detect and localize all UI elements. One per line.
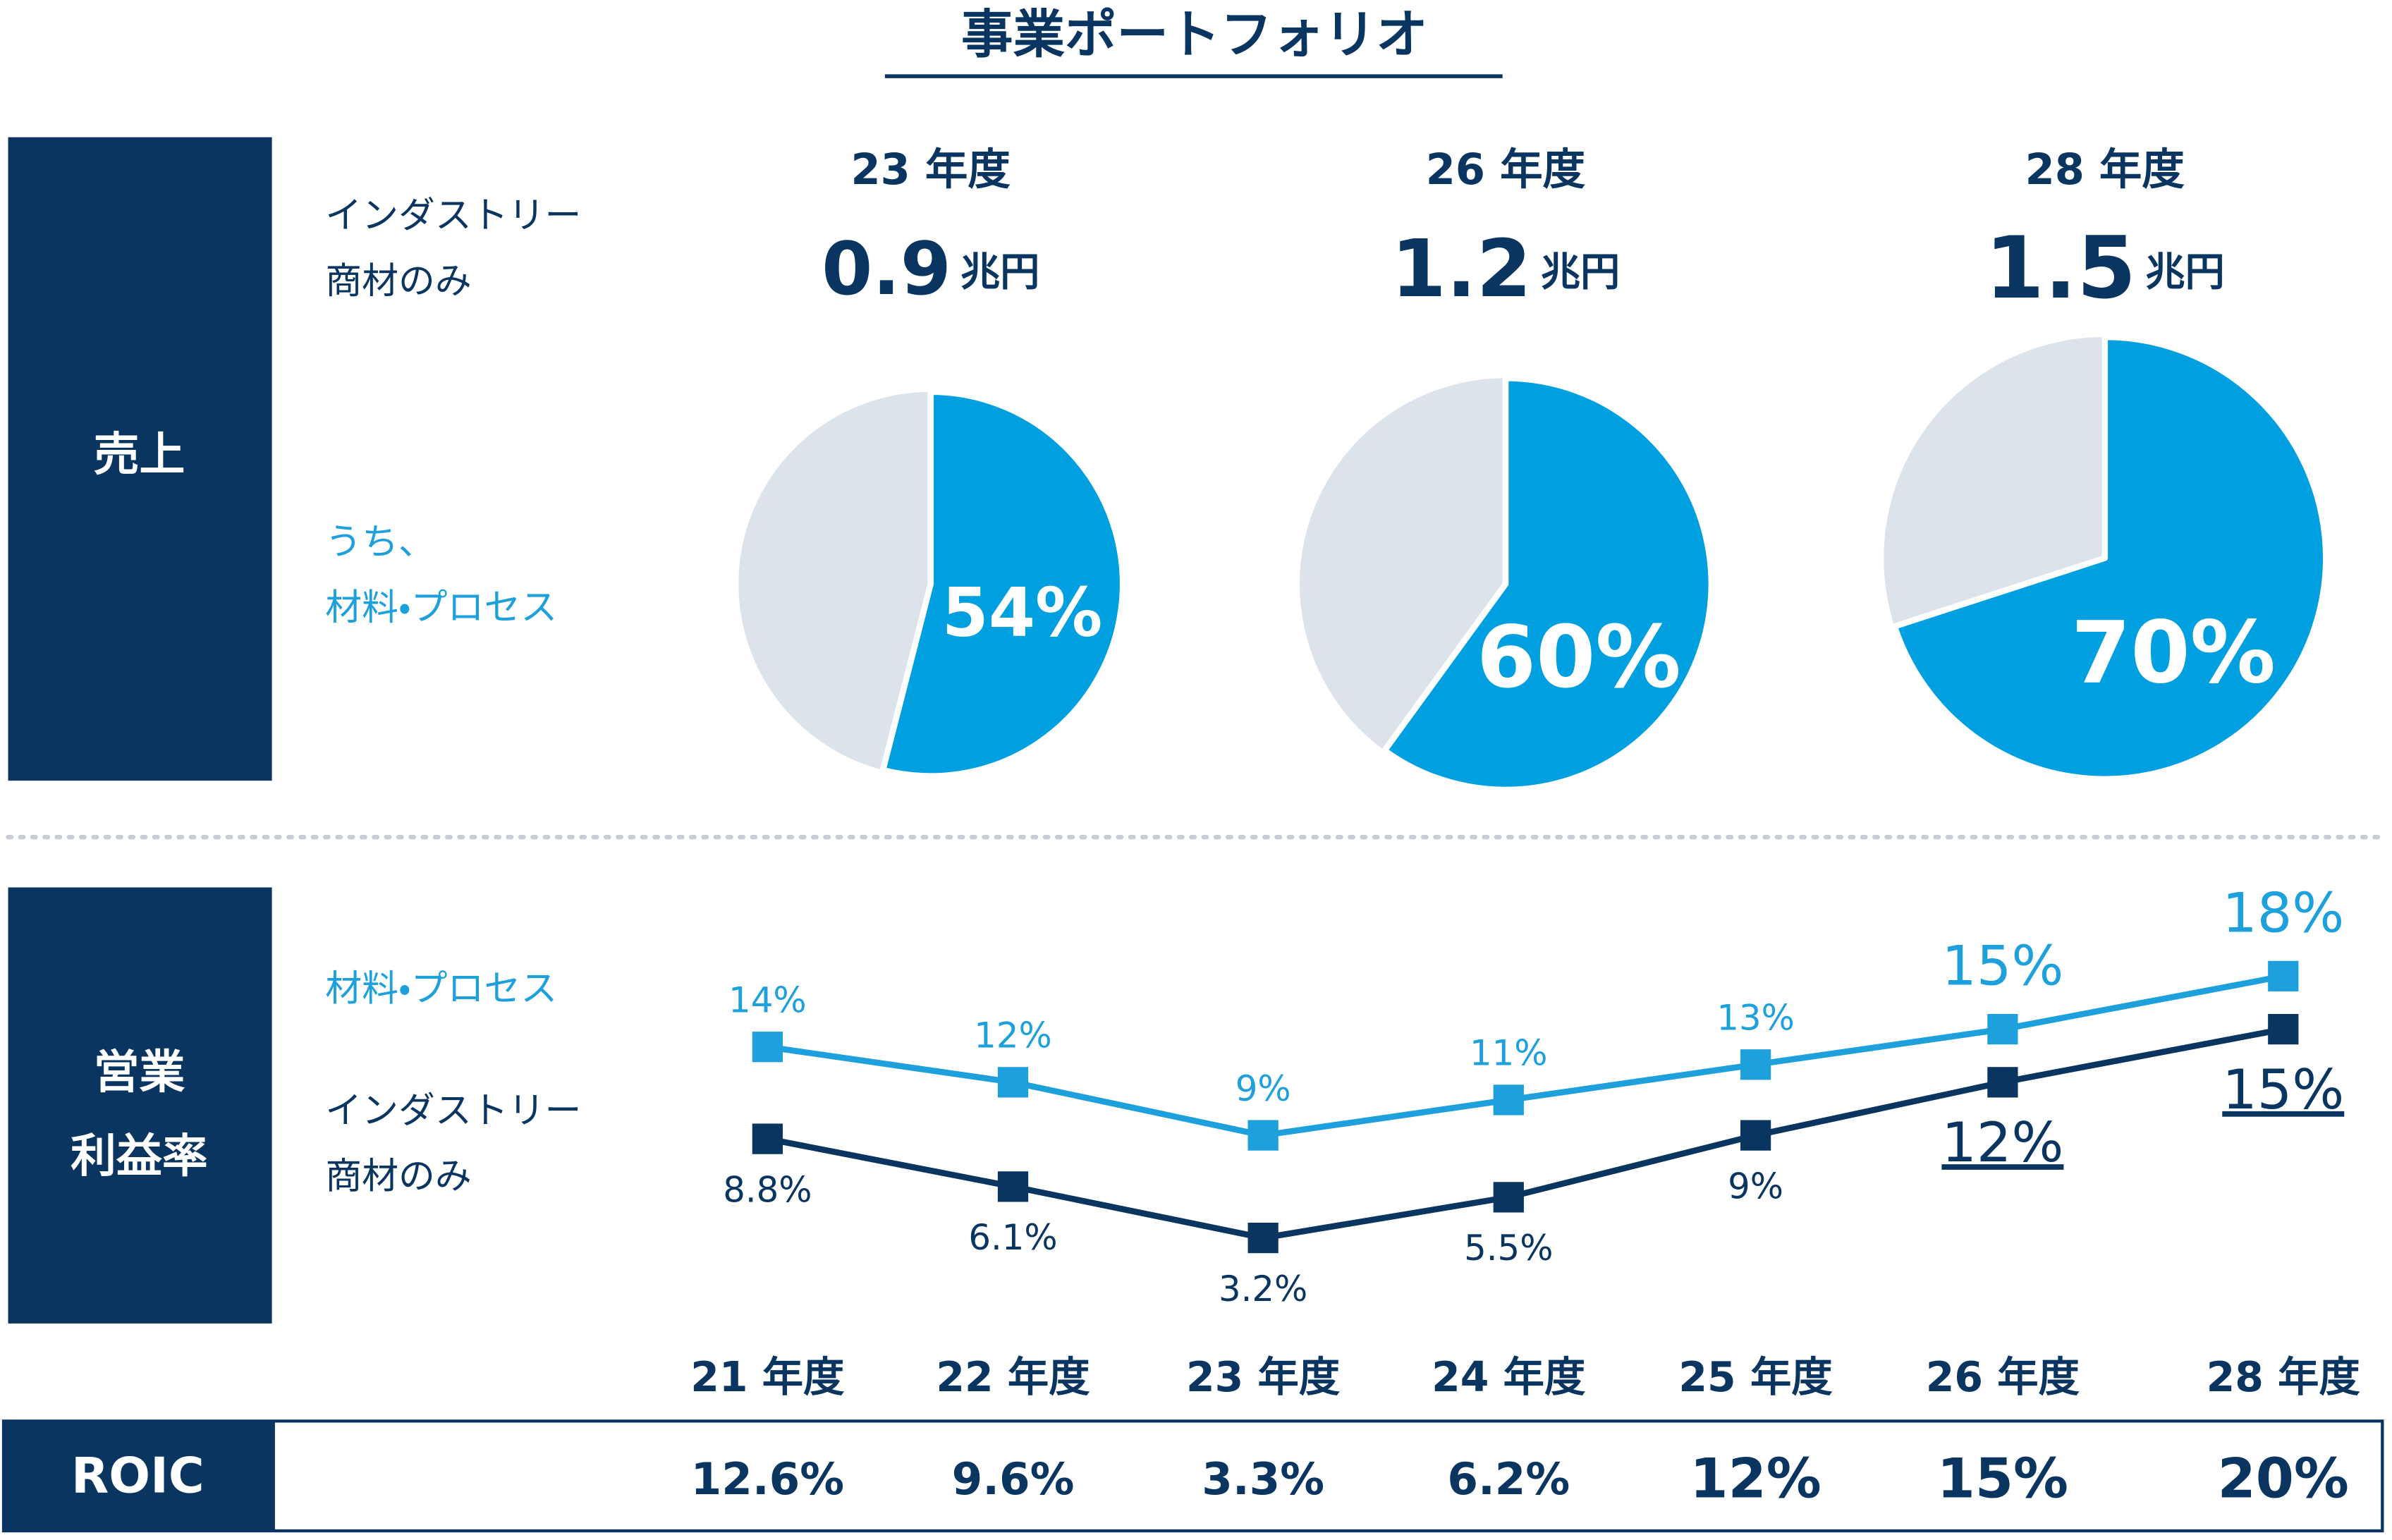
value-label: 8.8% <box>723 1169 812 1210</box>
x-tick-label: 28 年度 <box>2207 1353 2361 1401</box>
roic-cell: 3.3% <box>1202 1453 1324 1505</box>
marker <box>2268 960 2299 991</box>
pie-label: 70% <box>2071 603 2276 702</box>
total-value: 1.5 <box>1985 219 2137 318</box>
value-label: 12% <box>1941 1111 2063 1175</box>
marker <box>1740 1049 1771 1080</box>
pie-total: 1.5 兆円 <box>1985 219 2225 318</box>
total-unit: 兆円 <box>960 250 1039 295</box>
pie-total: 1.2 兆円 <box>1391 223 1621 315</box>
legend-label: インダストリー商材のみ <box>325 1090 581 1198</box>
x-tick-label: 26 年度 <box>1926 1353 2080 1401</box>
pie-slice <box>1891 334 2329 783</box>
marker <box>997 1171 1029 1202</box>
roic-header <box>4 1421 275 1532</box>
value-label: 9% <box>1728 1166 1783 1206</box>
marker <box>1493 1084 1524 1116</box>
roic-cell: 9.6% <box>952 1453 1075 1505</box>
legend-label: 材料・プロセス <box>325 968 557 1010</box>
x-tick-label: 22 年度 <box>936 1353 1090 1401</box>
marker <box>1247 1120 1279 1151</box>
x-tick-label: 21 年度 <box>690 1353 845 1401</box>
total-value: 1.2 <box>1391 223 1532 315</box>
marker <box>997 1067 1029 1098</box>
marker <box>1987 1067 2018 1098</box>
marker <box>1493 1182 1524 1213</box>
marker <box>1987 1013 2018 1045</box>
total-value: 0.9 <box>822 228 951 312</box>
total-unit: 兆円 <box>2145 250 2224 295</box>
roic-cell: 6.2% <box>1447 1453 1570 1505</box>
value-label: 13% <box>1716 998 1795 1039</box>
marker <box>1247 1222 1279 1254</box>
panel-box <box>8 887 272 1324</box>
x-tick-label: 25 年度 <box>1678 1353 1833 1401</box>
roic-label: ROIC <box>71 1448 205 1505</box>
value-label: 9% <box>1235 1068 1291 1109</box>
pie-slice <box>879 389 1126 779</box>
value-label: 15% <box>2222 1058 2344 1122</box>
value-label: 5.5% <box>1464 1228 1553 1269</box>
panel-label: 営業利益率 <box>71 1046 208 1182</box>
roic-cell: 12.6% <box>691 1453 844 1505</box>
marker <box>2268 1013 2299 1045</box>
value-label: 6.1% <box>968 1217 1057 1258</box>
pie-slice <box>1381 374 1715 793</box>
value-label: 3.2% <box>1219 1269 1307 1309</box>
legend-label: うち、材料・プロセス <box>325 521 557 629</box>
value-label: 12% <box>974 1015 1052 1056</box>
pie-title: 23 年度 <box>851 145 1011 195</box>
pie-title: 28 年度 <box>2025 145 2185 195</box>
roic-cell: 20% <box>2218 1447 2349 1510</box>
value-label: 14% <box>728 979 807 1020</box>
pie-label: 54% <box>942 575 1103 652</box>
pie-title: 26 年度 <box>1426 145 1586 195</box>
panel-box <box>8 137 272 781</box>
value-label: 18% <box>2222 881 2344 945</box>
marker <box>1740 1120 1771 1151</box>
pie-total: 0.9 兆円 <box>822 228 1039 312</box>
marker <box>752 1123 783 1154</box>
page-title: 事業ポートフォリオ <box>961 5 1428 65</box>
x-tick-label: 24 年度 <box>1432 1353 1586 1401</box>
value-label: 15% <box>1941 935 2063 998</box>
roic-cell: 15% <box>1937 1447 2068 1510</box>
total-unit: 兆円 <box>1541 250 1620 295</box>
x-tick-label: 23 年度 <box>1186 1353 1341 1401</box>
roic-cell: 12% <box>1690 1447 1821 1510</box>
value-label: 11% <box>1470 1033 1548 1074</box>
pie-label: 60% <box>1477 608 1681 707</box>
panel-label: 売上 <box>94 428 185 481</box>
legend-label: インダストリー商材のみ <box>325 195 581 302</box>
marker <box>752 1032 783 1063</box>
